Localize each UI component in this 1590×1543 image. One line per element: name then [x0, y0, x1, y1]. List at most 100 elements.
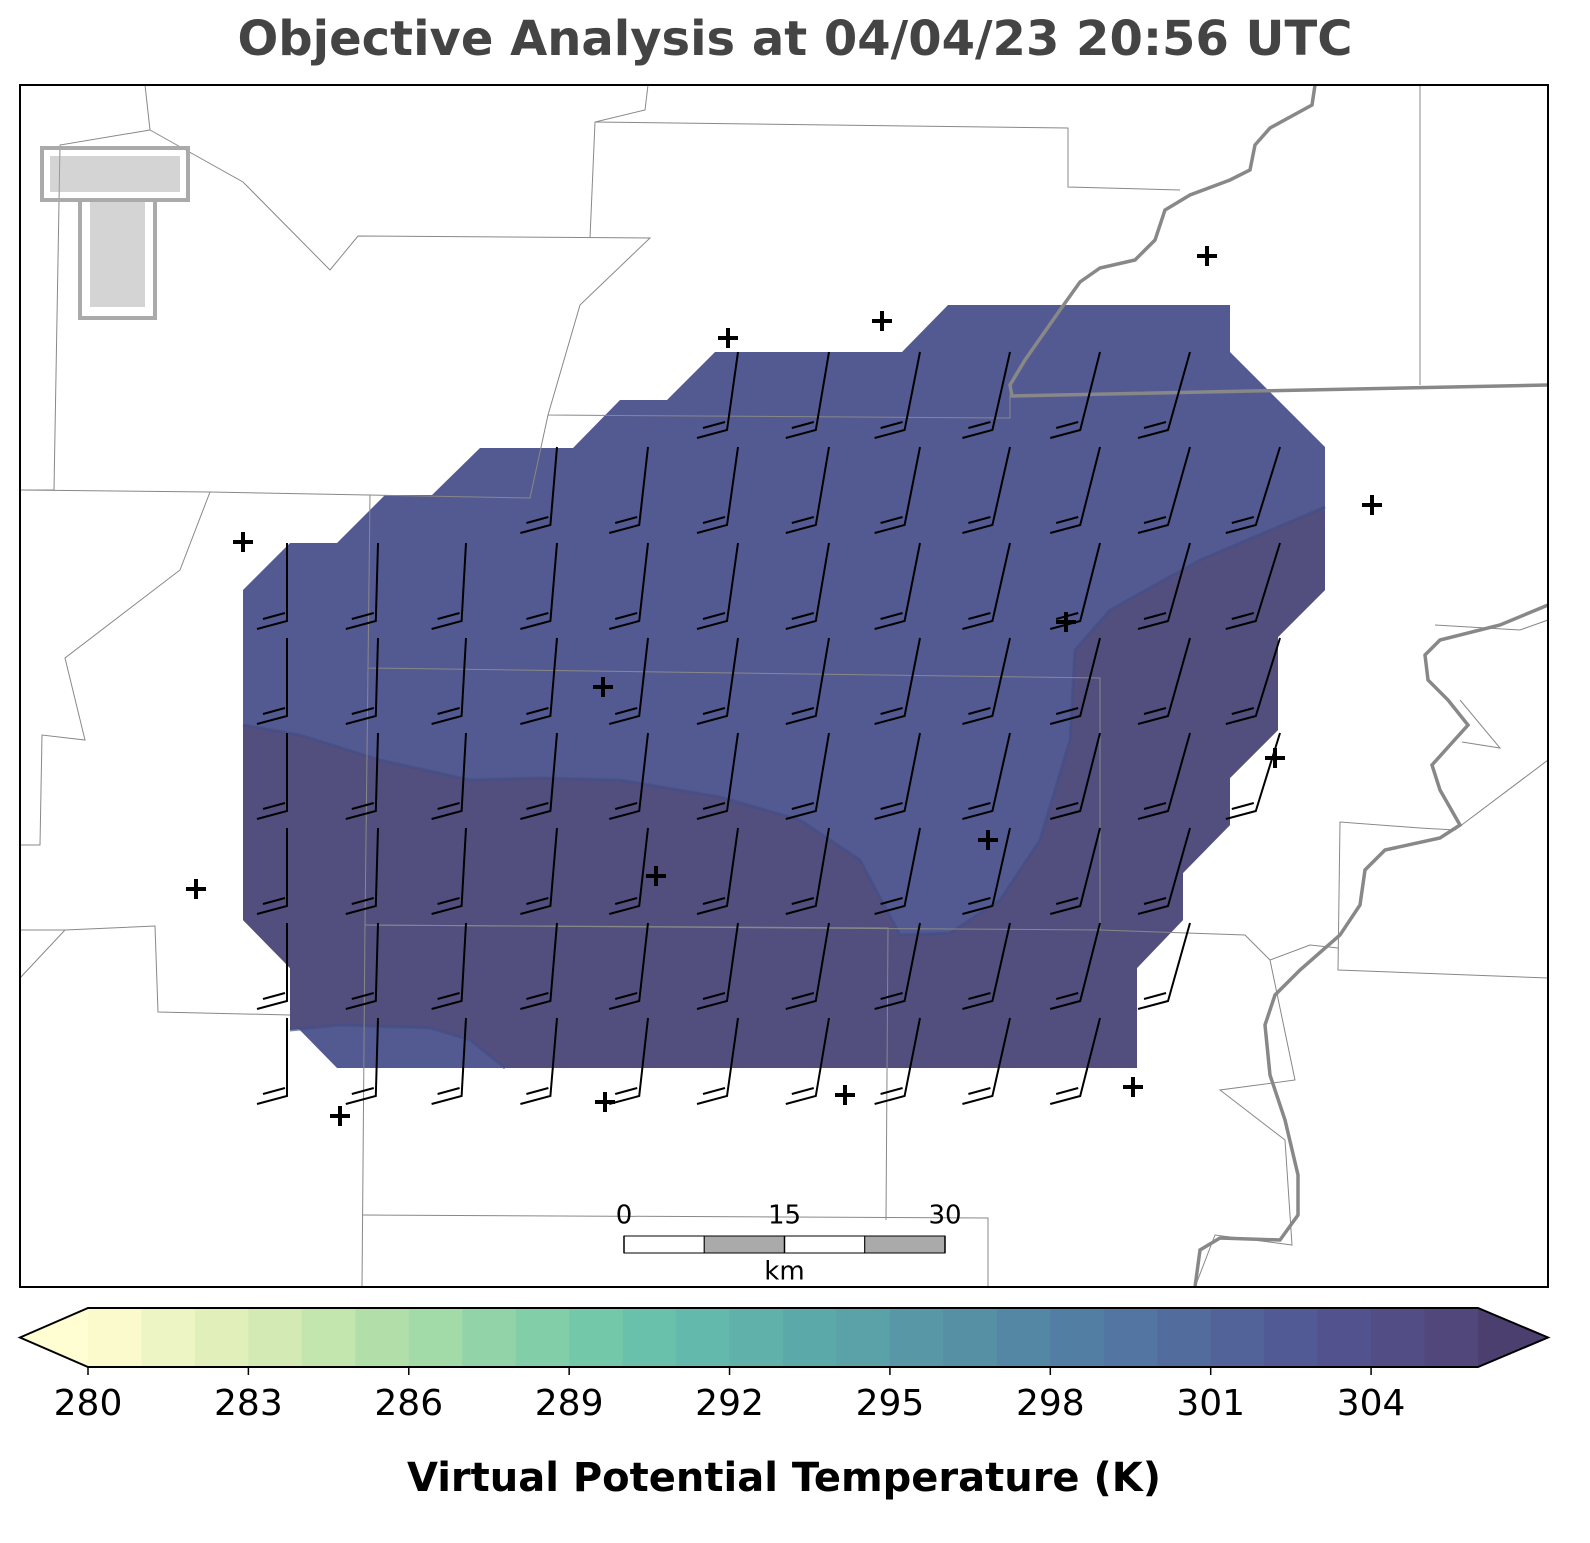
wind-barb	[1049, 1017, 1101, 1105]
wind-barb	[962, 732, 1011, 820]
wind-barb	[874, 1017, 921, 1105]
colorbar-segment	[996, 1308, 1051, 1367]
wind-barb	[1137, 827, 1191, 915]
wind-barb	[962, 922, 1011, 1010]
wind-barb	[520, 1017, 558, 1105]
wind-barb	[431, 922, 467, 1010]
wind-barb	[696, 922, 739, 1010]
wind-barb	[962, 542, 1011, 630]
wind-barb	[1137, 637, 1191, 725]
scale-segment	[623, 1235, 705, 1254]
wind-barb	[608, 827, 649, 915]
scale-tick-label: 0	[616, 1201, 633, 1231]
wind-barb	[785, 1017, 830, 1105]
colorbar-segment	[248, 1308, 303, 1367]
wind-barb	[785, 637, 830, 725]
wind-barb	[962, 827, 1011, 915]
wind-barb	[874, 542, 921, 630]
wind-barb	[256, 923, 288, 1010]
scale-segment	[864, 1235, 946, 1254]
wind-barb	[520, 732, 558, 820]
wind-barb	[431, 1017, 467, 1105]
wind-barb	[1137, 351, 1191, 439]
wind-barb	[785, 446, 830, 534]
wind-barb	[1137, 542, 1191, 630]
station-marker	[233, 532, 253, 552]
colorbar-segment	[889, 1308, 944, 1367]
wind-barb	[696, 637, 739, 725]
colorbar-segment	[836, 1308, 891, 1367]
wind-barb	[1137, 446, 1191, 534]
wind-barb	[1137, 922, 1191, 1010]
wind-barb	[256, 638, 288, 725]
station-marker	[718, 328, 738, 348]
logo	[40, 146, 190, 320]
scale-unit: km	[764, 1257, 804, 1287]
colorbar-segment	[1424, 1308, 1479, 1367]
colorbar-tick-label: 286	[374, 1383, 443, 1424]
wind-barb	[1049, 351, 1101, 439]
wind-barb	[608, 446, 649, 534]
wind-barb	[345, 1017, 379, 1105]
wind-barb	[785, 922, 830, 1010]
wind-barb	[1049, 446, 1101, 534]
rivers	[1008, 84, 1549, 1288]
wind-barb	[1049, 827, 1101, 915]
station-marker	[186, 879, 206, 899]
colorbar-segment	[141, 1308, 196, 1367]
colorbar-segment	[729, 1308, 784, 1367]
station-marker	[646, 866, 666, 886]
scale-tick-label: 30	[928, 1201, 961, 1231]
wind-barb	[256, 733, 288, 820]
wind-barb	[696, 1017, 739, 1105]
colorbar-segment	[515, 1308, 570, 1367]
colorbar-tick-label: 298	[1016, 1383, 1085, 1424]
wind-barb	[345, 922, 379, 1010]
station-marker	[1197, 246, 1217, 266]
station-marker	[1056, 612, 1076, 632]
wind-barb	[345, 732, 379, 820]
wind-barb	[874, 732, 921, 820]
scale-segment	[703, 1235, 785, 1254]
wind-barb	[520, 922, 558, 1010]
wind-barb	[874, 922, 921, 1010]
station-marker	[1362, 495, 1382, 515]
colorbar-tick-label: 301	[1176, 1383, 1245, 1424]
wind-barb	[520, 542, 558, 630]
colorbar-segment	[569, 1308, 624, 1367]
wind-barb	[962, 637, 1011, 725]
wind-barb	[962, 1017, 1011, 1105]
wind-barb	[696, 351, 739, 439]
map: 0 15 30 km	[19, 84, 1549, 1288]
colorbar-segment	[1317, 1308, 1372, 1367]
wind-barb	[1049, 732, 1101, 820]
contour	[289, 1023, 506, 1070]
wind-barb	[431, 542, 467, 630]
wind-barb	[962, 351, 1011, 439]
colorbar-segment	[1103, 1308, 1158, 1367]
station-marker	[330, 1106, 350, 1126]
colorbar-label: Virtual Potential Temperature (K)	[407, 1455, 1161, 1501]
wind-barbs	[256, 351, 1281, 1105]
wind-barb	[520, 637, 558, 725]
wind-barb	[785, 542, 830, 630]
wind-barb	[345, 542, 379, 630]
colorbar-segment	[408, 1308, 463, 1367]
wind-barb	[874, 827, 921, 915]
colorbar-segment	[622, 1308, 677, 1367]
wind-barb	[696, 542, 739, 630]
colorbar-segment	[783, 1308, 837, 1367]
title: Objective Analysis at 04/04/23 20:56 UTC	[238, 11, 1353, 67]
wind-barb	[345, 637, 379, 725]
wind-barb	[696, 446, 739, 534]
wind-barb	[608, 1017, 649, 1105]
wind-barb	[1049, 922, 1101, 1010]
colorbar-tick-label: 280	[54, 1383, 123, 1424]
colorbar-segment	[1157, 1308, 1212, 1367]
scale-bar: 0 15 30 km	[616, 1201, 962, 1287]
wind-barb	[608, 732, 649, 820]
colorbar-segment	[943, 1308, 998, 1367]
station-marker	[595, 1092, 615, 1112]
scale-segment	[784, 1235, 866, 1254]
colorbar-tick-label: 292	[695, 1383, 764, 1424]
